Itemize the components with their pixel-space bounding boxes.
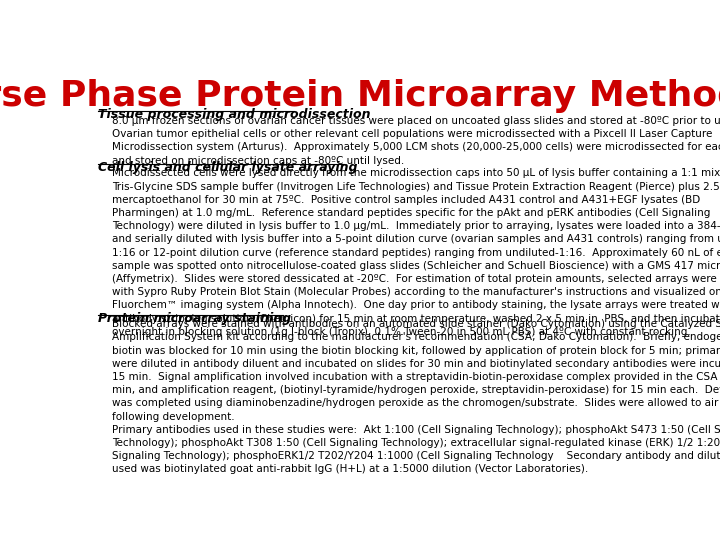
Text: 8.0 μm frozen sections of ovarian cancer tissues were placed on uncoated glass s: 8.0 μm frozen sections of ovarian cancer… — [112, 116, 720, 166]
Text: Tissue processing and microdissection: Tissue processing and microdissection — [99, 109, 371, 122]
Text: Reverse Phase Protein Microarray Methodology: Reverse Phase Protein Microarray Methodo… — [0, 79, 720, 113]
Text: Blocked arrays were stained with antibodies on an automated slide stainer (Dako : Blocked arrays were stained with antibod… — [112, 319, 720, 475]
Text: Microdissected cells were lysed directly from the microdissection caps into 50 μ: Microdissected cells were lysed directly… — [112, 168, 720, 337]
Text: Cell lysis and cellular lysate arraying: Cell lysis and cellular lysate arraying — [99, 161, 358, 174]
Text: Protein microarray staining: Protein microarray staining — [99, 312, 292, 325]
